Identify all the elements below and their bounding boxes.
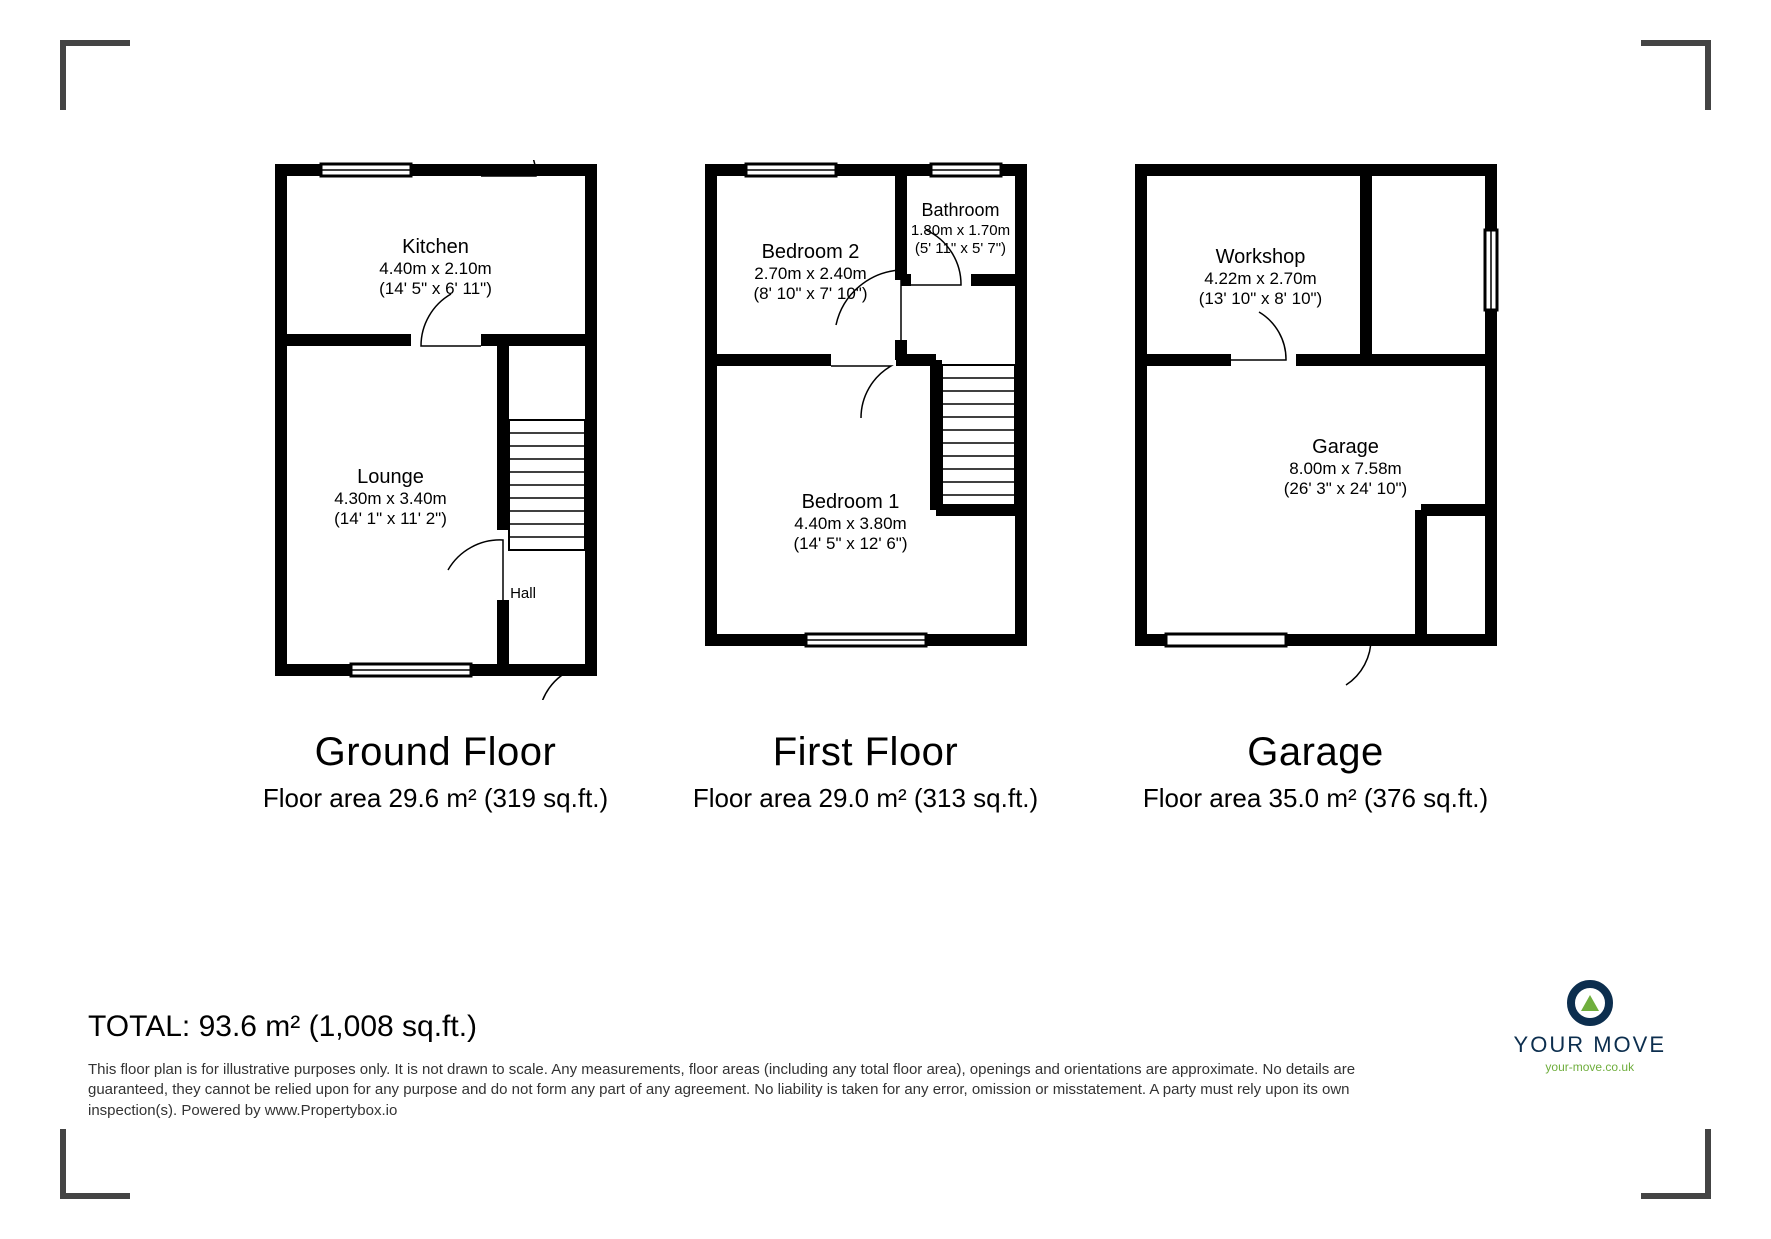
plan-garage: Workshop 4.22m x 2.70m (13' 10" x 8' 10"… bbox=[1121, 160, 1511, 814]
door-workshop bbox=[1231, 312, 1286, 360]
disclaimer-text: This floor plan is for illustrative purp… bbox=[88, 1060, 1408, 1121]
window-kitchen-top bbox=[321, 164, 411, 176]
window-bed2-top bbox=[746, 164, 836, 176]
plan-garage-svg bbox=[1121, 160, 1511, 700]
plan-first-subtitle: Floor area 29.0 m² (313 sq.ft.) bbox=[693, 783, 1038, 814]
plan-ground: Kitchen 4.40m x 2.10m (14' 5" x 6' 11") … bbox=[261, 160, 611, 814]
total-area: TOTAL: 93.6 m² (1,008 sq.ft.) bbox=[88, 1010, 477, 1044]
stairs-first bbox=[942, 365, 1015, 505]
label-workshop: Workshop 4.22m x 2.70m (13' 10" x 8' 10"… bbox=[1011, 245, 1511, 310]
plan-garage-title: Garage bbox=[1247, 730, 1383, 775]
plan-ground-subtitle: Floor area 29.6 m² (319 sq.ft.) bbox=[263, 783, 608, 814]
label-garage: Garage 8.00m x 7.58m (26' 3" x 24' 10") bbox=[1181, 435, 1511, 500]
label-kitchen: Kitchen 4.40m x 2.10m (14' 5" x 6' 11") bbox=[261, 235, 611, 300]
garage-door-opening bbox=[1166, 634, 1286, 646]
plan-first: Bedroom 2 2.70m x 2.40m (8' 10" x 7' 10"… bbox=[691, 160, 1041, 814]
plan-ground-title: Ground Floor bbox=[315, 730, 557, 775]
brand-ring-icon bbox=[1567, 980, 1613, 1026]
label-lounge: Lounge 4.30m x 3.40m (14' 1" x 11' 2") bbox=[171, 465, 611, 530]
plans-row: Kitchen 4.40m x 2.10m (14' 5" x 6' 11") … bbox=[0, 160, 1771, 814]
crop-mark-tr bbox=[1641, 40, 1711, 110]
brand-logo: YOUR MOVE your-move.co.uk bbox=[1514, 980, 1666, 1074]
window-lounge-bottom bbox=[351, 664, 471, 676]
crop-mark-tl bbox=[60, 40, 130, 110]
brand-url: your-move.co.uk bbox=[1514, 1060, 1666, 1074]
window-bed1-bottom bbox=[806, 634, 926, 646]
plan-first-title: First Floor bbox=[773, 730, 959, 775]
window-bath-top bbox=[931, 164, 1001, 176]
label-hall: Hall bbox=[436, 585, 611, 603]
crop-mark-br bbox=[1641, 1129, 1711, 1199]
brand-tree-icon bbox=[1581, 995, 1599, 1011]
label-bed1: Bedroom 1 4.40m x 3.80m (14' 5" x 12' 6"… bbox=[661, 490, 1041, 555]
door-kitchen-lounge bbox=[421, 294, 481, 346]
plan-garage-subtitle: Floor area 35.0 m² (376 sq.ft.) bbox=[1143, 783, 1488, 814]
brand-name: YOUR MOVE bbox=[1514, 1032, 1666, 1058]
crop-mark-bl bbox=[60, 1129, 130, 1199]
door-bed1 bbox=[831, 366, 891, 418]
